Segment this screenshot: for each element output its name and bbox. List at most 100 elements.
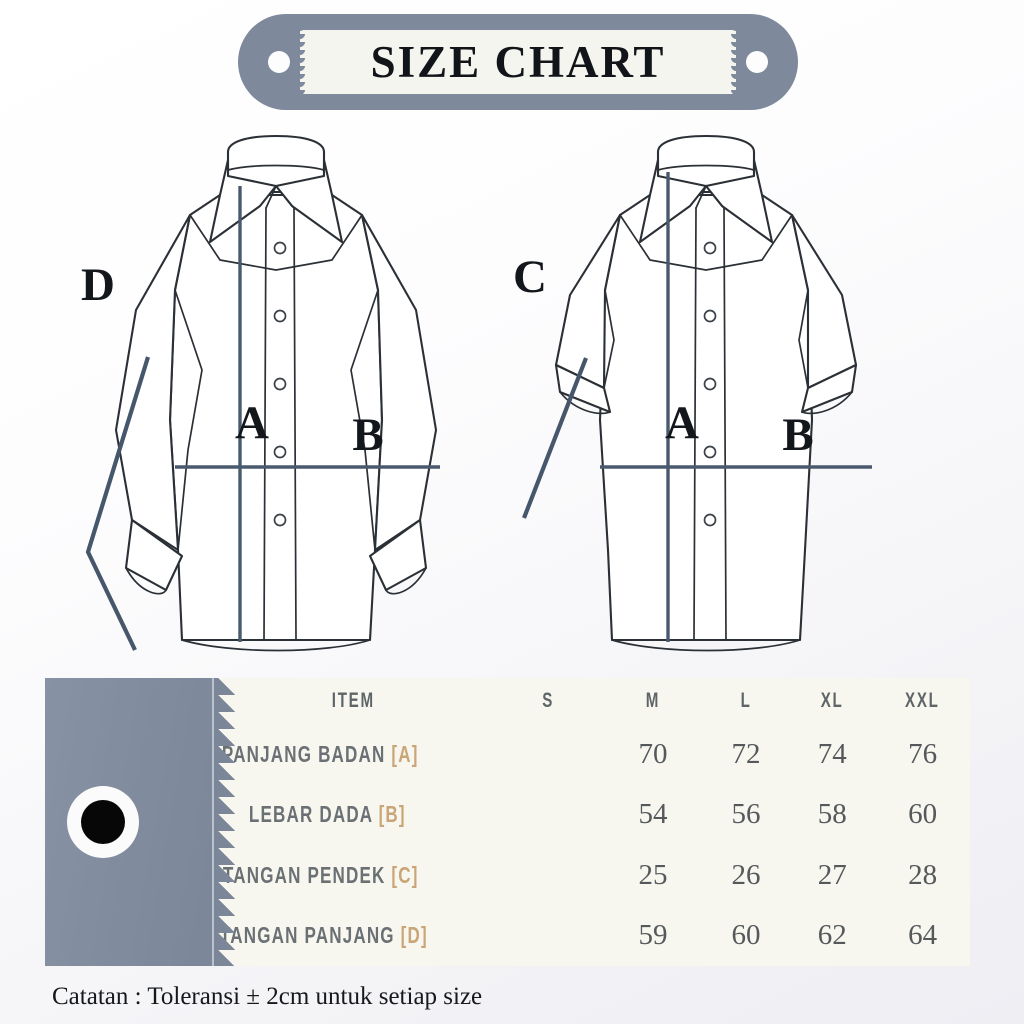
row-label-panjang-badan: PANJANG BADAN [A] xyxy=(214,724,493,785)
short-sleeve-right-armhole xyxy=(798,289,809,389)
short-sleeve-hem xyxy=(611,639,801,652)
shirt-button xyxy=(703,309,717,323)
banner-hole-right-icon xyxy=(746,51,768,73)
row-code: [D] xyxy=(400,922,428,949)
cell-xl: 74 xyxy=(817,737,847,770)
long-sleeve-yoke-seam xyxy=(189,214,363,271)
short-sleeve-left-armhole xyxy=(603,289,615,389)
cell-s xyxy=(493,845,603,906)
cell-xxl: 64 xyxy=(908,919,938,952)
column-header-item: ITEM xyxy=(331,689,375,712)
table-row: TANGAN PANJANG [D] 59 60 62 64 xyxy=(214,906,970,967)
row-label-text: TANGAN PANJANG xyxy=(219,922,395,949)
measure-label-d: D xyxy=(81,259,115,311)
size-table-panel: ITEM S M L XL XXL PANJANG BADAN [A] xyxy=(214,678,970,966)
cell-xl: 58 xyxy=(817,798,847,831)
row-label-text: LEBAR DADA xyxy=(249,801,373,828)
row-code: [B] xyxy=(378,801,407,828)
table-row: LEBAR DADA [B] 54 56 58 60 xyxy=(214,785,970,846)
collar-stand xyxy=(226,134,326,194)
cell-s xyxy=(493,785,603,846)
cell-xxl: 76 xyxy=(908,737,938,770)
long-sleeve-right-cuff-edge xyxy=(385,567,427,595)
table-row: PANJANG BADAN [A] 70 72 74 76 xyxy=(214,724,970,785)
measure-label-c: C xyxy=(513,251,547,303)
shirt-button xyxy=(703,241,717,255)
long-sleeve-hem xyxy=(181,639,371,652)
shirt-button xyxy=(273,513,287,527)
shirt-button xyxy=(273,377,287,391)
long-sleeve-left-sleeve xyxy=(114,213,192,552)
table-header-row: ITEM S M L XL XXL xyxy=(214,678,970,724)
button-placket xyxy=(693,207,697,641)
row-label-tangan-panjang: TANGAN PANJANG [D] xyxy=(214,906,493,967)
button-placket xyxy=(263,207,267,641)
table-row: TANGAN PENDEK [C] 25 26 27 28 xyxy=(214,845,970,906)
placket-top xyxy=(265,185,295,209)
long-sleeve-body xyxy=(168,193,384,642)
shirt-button xyxy=(273,241,287,255)
placket-top xyxy=(695,185,725,209)
cell-xxl: 60 xyxy=(908,798,938,831)
cell-s xyxy=(493,724,603,785)
measure-label-a: A xyxy=(665,397,699,449)
long-sleeve-shirt-diagram: A B D xyxy=(81,134,440,652)
column-header-xl: XL xyxy=(820,689,844,712)
short-sleeve-left-cuff-edge xyxy=(559,391,611,415)
long-sleeve-left-armhole xyxy=(174,289,203,551)
tag-stitch-line xyxy=(212,678,214,966)
shirt-diagrams: A B D xyxy=(0,120,1024,670)
size-table: ITEM S M L XL XXL PANJANG BADAN [A] xyxy=(214,678,970,966)
row-label-text: TANGAN PENDEK xyxy=(222,861,386,888)
cell-l: 60 xyxy=(731,919,761,952)
measure-line-c xyxy=(522,357,588,519)
measure-label-b: B xyxy=(352,409,383,461)
button-placket-edge xyxy=(723,207,727,641)
long-sleeve-right-armhole xyxy=(350,289,379,551)
shirt-button xyxy=(703,445,717,459)
column-header-s: S xyxy=(541,689,554,712)
shirt-button xyxy=(273,309,287,323)
cell-m: 25 xyxy=(638,858,668,891)
row-label-text: PANJANG BADAN xyxy=(222,740,386,767)
collar-stand-seam xyxy=(657,164,755,171)
page-title: SIZE CHART xyxy=(370,36,666,87)
row-label-tangan-pendek: TANGAN PENDEK [C] xyxy=(214,845,493,906)
button-placket-edge xyxy=(293,207,297,641)
cell-xxl: 28 xyxy=(908,858,938,891)
tag-zigzag-edge xyxy=(214,678,240,966)
shirt-button xyxy=(273,445,287,459)
size-table-tag: ITEM S M L XL XXL PANJANG BADAN [A] xyxy=(45,678,970,966)
column-header-m: M xyxy=(645,689,661,712)
short-sleeve-body xyxy=(598,193,814,642)
footer-note: Catatan : Toleransi ± 2cm untuk setiap s… xyxy=(52,983,483,1010)
shirt-button xyxy=(703,513,717,527)
shirt-button xyxy=(703,377,717,391)
measure-label-b: B xyxy=(782,409,813,461)
cell-xl: 62 xyxy=(817,919,847,952)
column-header-l: L xyxy=(740,689,752,712)
cell-l: 26 xyxy=(731,858,761,891)
cell-l: 56 xyxy=(731,798,761,831)
tag-eyelet-icon xyxy=(67,786,139,858)
row-code: [C] xyxy=(391,861,419,888)
column-header-xxl: XXL xyxy=(905,689,940,712)
cell-m: 54 xyxy=(638,798,668,831)
long-sleeve-left-cuff-edge xyxy=(125,567,167,595)
collar-stand-seam xyxy=(227,164,325,171)
cell-m: 59 xyxy=(638,919,668,952)
collar-leaf-left xyxy=(638,158,708,244)
cell-m: 70 xyxy=(638,737,668,770)
collar-leaf-left xyxy=(208,158,278,244)
measure-label-a: A xyxy=(235,397,269,449)
row-label-lebar-dada: LEBAR DADA [B] xyxy=(214,785,493,846)
short-sleeve-yoke-seam xyxy=(619,214,793,271)
cell-s xyxy=(493,906,603,967)
title-banner: SIZE CHART xyxy=(238,14,798,110)
cell-l: 72 xyxy=(731,737,761,770)
tag-eyelet-hole xyxy=(81,800,125,844)
row-code: [A] xyxy=(391,740,420,767)
cell-xl: 27 xyxy=(817,858,847,891)
short-sleeve-right-cuff-edge xyxy=(801,391,853,415)
